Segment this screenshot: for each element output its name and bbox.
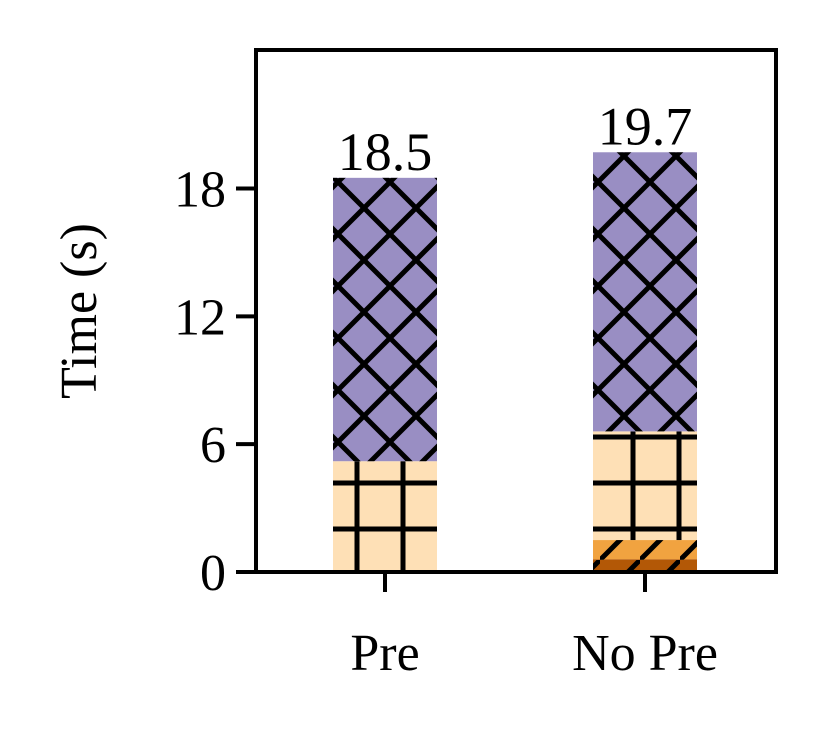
y-axis-title: Time (s) <box>51 223 108 399</box>
bars-layer <box>333 152 697 572</box>
bar-segment-hatch <box>593 431 697 541</box>
y-tick-label: 18 <box>174 161 226 218</box>
y-tick-label: 6 <box>200 417 226 474</box>
bar-segment-hatch <box>593 540 697 560</box>
x-axis: Pre No Pre <box>350 572 718 682</box>
y-tick-label: 0 <box>200 545 226 602</box>
x-tick-label: Pre <box>350 625 419 682</box>
y-tick-label: 12 <box>174 289 226 346</box>
x-tick-label: No Pre <box>572 625 718 682</box>
bar-segment-hatch <box>593 559 697 572</box>
total-label: 18.5 <box>338 122 433 182</box>
total-label: 19.7 <box>598 96 693 156</box>
bar-segment-hatch <box>333 461 437 572</box>
y-axis: 0 6 12 18 <box>174 161 256 602</box>
data-labels: 18.5 19.7 <box>338 96 693 182</box>
bar-segment-hatch <box>333 177 437 462</box>
bar-segment-hatch <box>593 152 697 432</box>
plot-frame <box>254 48 778 574</box>
